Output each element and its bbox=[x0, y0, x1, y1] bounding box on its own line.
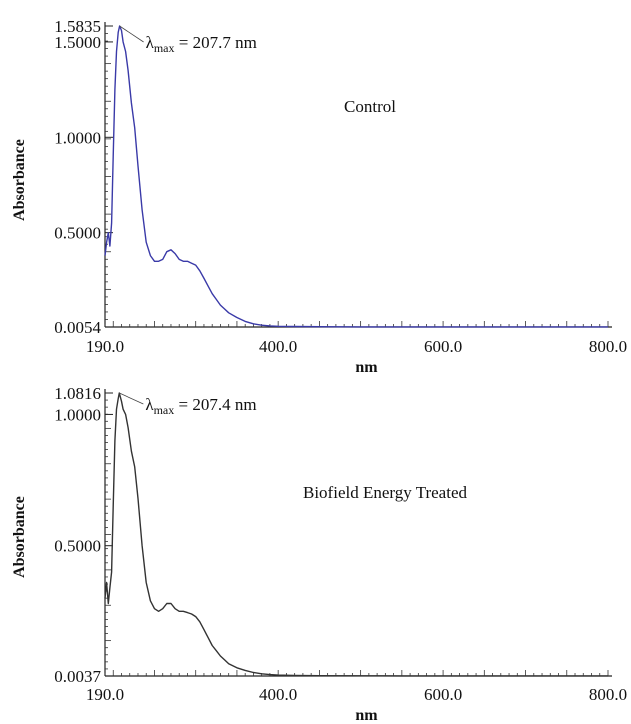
panel-note: Control bbox=[344, 97, 396, 116]
x-axis-label: nm bbox=[355, 707, 378, 724]
x-axis-label: nm bbox=[355, 359, 378, 376]
panel-note: Biofield Energy Treated bbox=[303, 483, 467, 502]
x-tick-label: 800.0 bbox=[589, 685, 627, 704]
x-tick-label: 400.0 bbox=[259, 337, 297, 356]
x-tick-label: 400.0 bbox=[259, 685, 297, 704]
y-tick-label: 0.5000 bbox=[54, 224, 101, 243]
annotation-leader bbox=[119, 25, 144, 43]
control-spectrum-panel: 190.0 400.0 600.0 800.0 0.0054 0.5000 1.0000 1.… bbox=[11, 17, 627, 376]
y-tick-label: 1.0000 bbox=[54, 405, 101, 424]
y-tick-label: 0.0054 bbox=[54, 318, 101, 337]
x-tick-label: 190.0 bbox=[86, 685, 124, 704]
y-axis-label: Absorbance bbox=[11, 139, 28, 221]
y-tick-label: 0.5000 bbox=[54, 537, 101, 556]
x-tick-label: 800.0 bbox=[589, 337, 627, 356]
treated-spectrum-panel: 190.0 400.0 600.0 800.0 0.0037 0.5000 1.0000 1.… bbox=[11, 384, 627, 724]
annotation-leader bbox=[119, 392, 144, 405]
y-tick-label: 1.5000 bbox=[54, 33, 101, 52]
spectrum-line bbox=[104, 392, 608, 677]
spectrum-line bbox=[104, 25, 608, 328]
y-tick-label: 1.0816 bbox=[54, 384, 101, 403]
x-tick-label: 600.0 bbox=[424, 337, 462, 356]
y-axis-label: Absorbance bbox=[11, 496, 28, 578]
x-tick-label: 190.0 bbox=[86, 337, 124, 356]
y-tick-label: 1.5835 bbox=[54, 17, 101, 36]
x-tick-label: 600.0 bbox=[424, 685, 462, 704]
y-tick-label: 1.0000 bbox=[54, 128, 101, 147]
y-tick-label: 0.0037 bbox=[54, 667, 101, 686]
lambda-max-annotation: λmax = 207.4 nm bbox=[145, 395, 256, 417]
lambda-max-annotation: λmax = 207.7 nm bbox=[146, 33, 257, 55]
